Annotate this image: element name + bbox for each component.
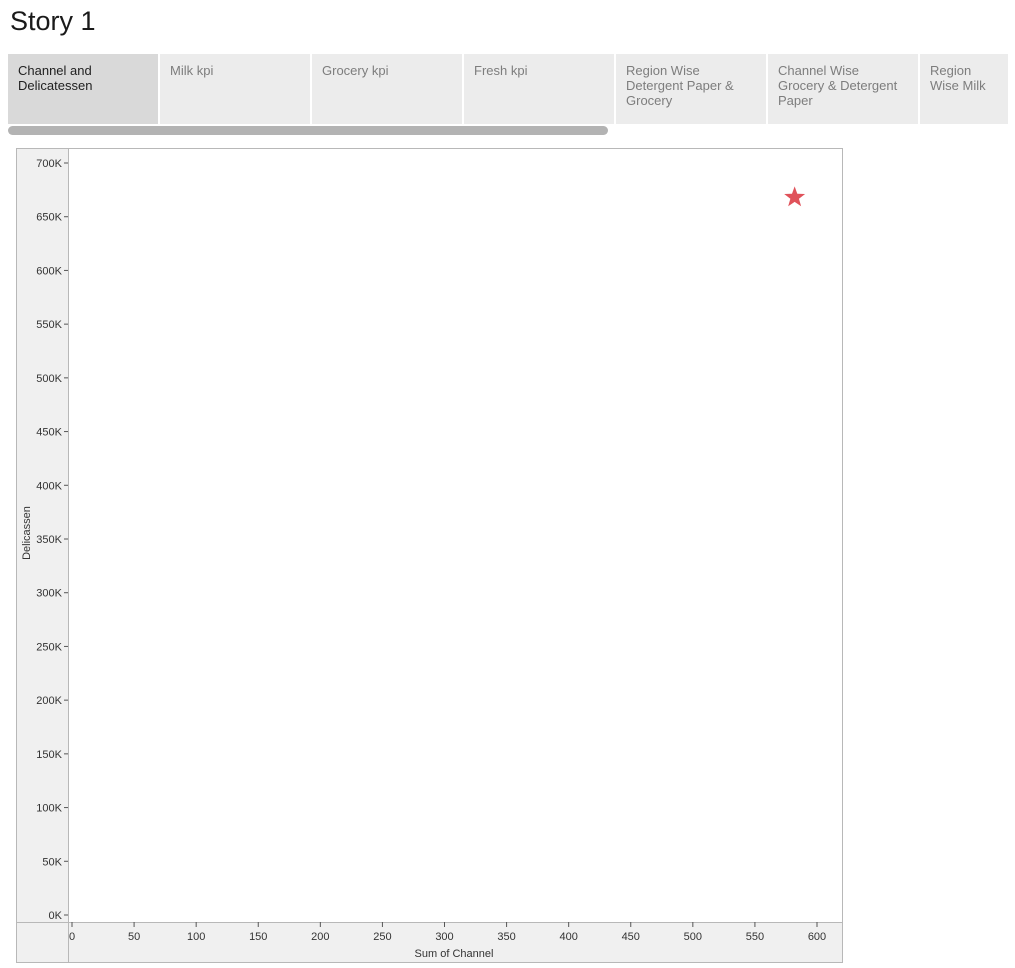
y-tick-label: 300K: [36, 588, 62, 600]
x-tick-label: 100: [187, 931, 205, 943]
x-tick-label: 300: [435, 931, 453, 943]
y-tick-label: 650K: [36, 212, 62, 224]
tab-region-wise-milk[interactable]: Region Wise Milk: [920, 54, 1008, 124]
x-axis-ticks: 0 50 100 150 200 250 300 350 400 450 500 550 600: [69, 922, 826, 943]
y-axis-label: Delicassen: [21, 506, 33, 560]
y-tick-label: 450K: [36, 427, 62, 439]
y-tick-label: 250K: [36, 641, 62, 653]
y-tick-label: 200K: [36, 695, 62, 707]
plot-area: [68, 149, 842, 922]
x-tick-label: 0: [69, 931, 75, 943]
story-title: Story 1: [10, 6, 96, 36]
tabs-scrollbar[interactable]: [8, 126, 1008, 135]
y-tick-label: 350K: [36, 534, 62, 546]
x-axis-band: [17, 922, 842, 962]
y-tick-label: 400K: [36, 480, 62, 492]
data-point-star[interactable]: [784, 186, 806, 207]
x-tick-label: 350: [497, 931, 515, 943]
tab-channel-wise-grocery-detergent-paper[interactable]: Channel Wise Grocery & Detergent Paper: [768, 54, 918, 124]
x-tick-label: 200: [311, 931, 329, 943]
x-tick-label: 400: [559, 931, 577, 943]
tab-region-wise-detergent-paper-grocery[interactable]: Region Wise Detergent Paper & Grocery: [616, 54, 766, 124]
y-tick-label: 50K: [42, 856, 62, 868]
tab-grocery-kpi[interactable]: Grocery kpi: [312, 54, 462, 124]
y-tick-label: 550K: [36, 319, 62, 331]
tab-channel-and-delicatessen[interactable]: Channel and Delicatessen: [8, 54, 158, 124]
y-tick-label: 150K: [36, 749, 62, 761]
y-tick-label: 600K: [36, 265, 62, 277]
story-tabs: Channel and Delicatessen Milk kpi Grocer…: [8, 54, 1008, 124]
x-tick-label: 450: [622, 931, 640, 943]
x-tick-label: 50: [128, 931, 140, 943]
y-axis-ticks: 0K 50K 100K 150K 200K 250K 300K 350K 400K 450K 500…: [36, 158, 68, 922]
x-axis-label: Sum of Channel: [415, 948, 494, 960]
x-tick-label: 550: [746, 931, 764, 943]
x-tick-label: 500: [684, 931, 702, 943]
tab-fresh-kpi[interactable]: Fresh kpi: [464, 54, 614, 124]
x-tick-label: 150: [249, 931, 267, 943]
y-tick-label: 100K: [36, 803, 62, 815]
y-tick-label: 0K: [49, 910, 63, 922]
x-tick-label: 250: [373, 931, 391, 943]
tabs-scrollbar-thumb[interactable]: [8, 126, 608, 135]
tab-milk-kpi[interactable]: Milk kpi: [160, 54, 310, 124]
chart-container: 0K 50K 100K 150K 200K 250K 300K 350K 400K 450K 500…: [16, 148, 843, 963]
scatter-chart: 0K50K100K150K200K250K300K350K400K450K500…: [16, 148, 843, 963]
y-tick-label: 500K: [36, 373, 62, 385]
x-tick-label: 600: [808, 931, 826, 943]
data-points: [784, 186, 806, 207]
y-axis-band: [17, 149, 68, 962]
y-tick-label: 700K: [36, 158, 62, 170]
